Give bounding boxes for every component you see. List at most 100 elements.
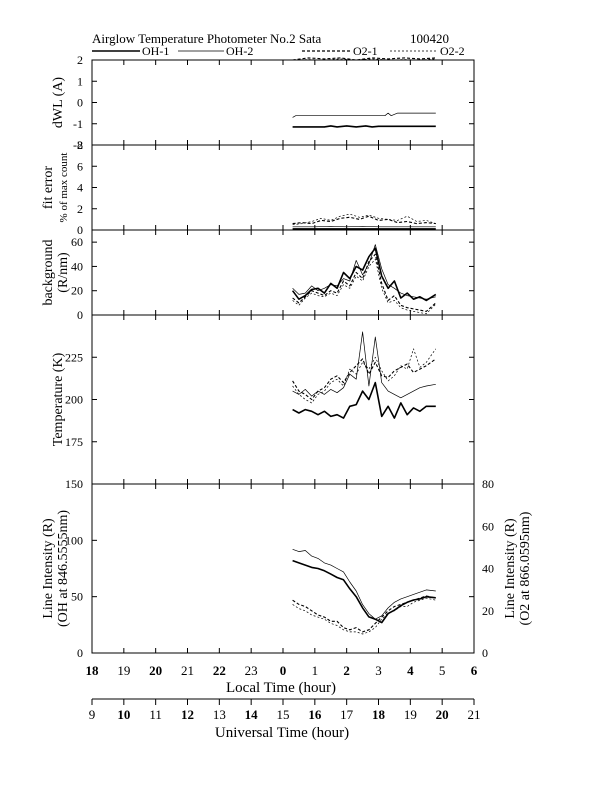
series-line-o2-1: [292, 595, 436, 633]
local-time-tick-label: 2: [343, 663, 350, 678]
series-line-o2-1: [292, 358, 437, 401]
y-axis-label: Temperature (K): [51, 352, 66, 446]
legend-label: OH-1: [142, 44, 169, 58]
y-tick-label: 1: [77, 74, 83, 88]
figure-header: Airglow Temperature Photometer No.2 Sata…: [92, 31, 449, 46]
panel-frame: [91, 314, 475, 485]
local-time-tick-label: 21: [181, 663, 194, 678]
local-time-tick-label: 0: [280, 663, 287, 678]
y-tick-label: -2: [73, 138, 83, 152]
y2-tick-label: 80: [482, 477, 494, 491]
universal-time-tick-label: 14: [245, 707, 259, 722]
y2-axis-label-line2: (O2 at 866.0595nm): [518, 511, 533, 625]
y-axis-label: fit error: [41, 166, 56, 209]
y2-tick-label: 20: [482, 604, 494, 618]
y2-axis-label: Line Intensity (R): [503, 518, 518, 619]
figure-date: 100420: [410, 31, 449, 46]
y-axis-label-line2: % of max count: [58, 153, 70, 223]
local-time-tick-label: 4: [407, 663, 414, 678]
universal-time-axis: Universal Time (hour) 9 10 11 12 13 14 15 16 17 1…: [89, 698, 481, 741]
legend-item-o22: O2-2: [390, 44, 465, 58]
universal-time-label: Universal Time (hour): [215, 725, 349, 741]
local-time-tick-label: 1: [312, 663, 319, 678]
y2-tick-label: 60: [482, 519, 494, 533]
y-tick-label: 0: [77, 223, 83, 237]
y-axis-label: background: [41, 239, 56, 305]
series-line-oh-2: [292, 225, 436, 228]
series-line-o2-1: [292, 57, 436, 61]
series-line-oh-1: [292, 381, 436, 419]
legend-item-o21: O2-1: [302, 44, 378, 58]
y-tick-label: 40: [71, 259, 83, 273]
y-tick-label: 0: [77, 646, 83, 660]
y-tick-label: 100: [65, 533, 83, 547]
y-tick-label: 60: [71, 235, 83, 249]
local-time-tick-label: 5: [439, 663, 446, 678]
series-line-o2-2: [292, 213, 436, 226]
series-line-o2-1: [292, 253, 437, 312]
y-tick-label: 6: [77, 159, 83, 173]
y-tick-label: 8: [77, 138, 83, 152]
series-line-oh-2: [292, 112, 436, 118]
series-line-o2-2: [292, 348, 437, 404]
universal-time-tick-label: 15: [277, 707, 290, 722]
legend-label: O2-1: [353, 44, 378, 58]
y-tick-label: -1: [73, 117, 83, 131]
y-axis-label-line2: (OH at 846.5555nm): [56, 510, 71, 627]
y-axis-label: Line Intensity (R): [41, 518, 56, 619]
panels: -2 -1 0 1 2 dWL (A) 0 2 4 6 8 fit error% of max cou…: [41, 53, 533, 660]
universal-time-tick-label: 12: [181, 707, 194, 722]
panel-frame: [91, 59, 475, 146]
local-time-tick-label: 6: [471, 663, 478, 678]
series-line-oh-1: [292, 125, 436, 128]
y-tick-label: 2: [77, 53, 83, 67]
universal-time-tick-label: 19: [404, 707, 417, 722]
local-time-tick-label: 20: [149, 663, 162, 678]
y-tick-label: 0: [77, 96, 83, 110]
y-tick-label: 200: [65, 393, 83, 407]
universal-time-tick-label: 11: [149, 707, 162, 722]
y-tick-label: 2: [77, 202, 83, 216]
series-line-oh-2: [292, 548, 436, 620]
legend-label: O2-2: [440, 44, 465, 58]
local-time-tick-label: 18: [86, 663, 100, 678]
panel-dwl: -2 -1 0 1 2 dWL (A): [51, 53, 475, 152]
universal-time-tick-label: 18: [372, 707, 386, 722]
y-tick-label: 0: [77, 308, 83, 322]
universal-time-tick-label: 21: [468, 707, 481, 722]
universal-time-tick-label: 17: [340, 707, 354, 722]
y-tick-label: 150: [65, 477, 83, 491]
series-line-oh-1: [292, 559, 436, 624]
panel-frame: [91, 229, 475, 316]
universal-time-tick-label: 20: [436, 707, 449, 722]
universal-time-tick-label: 9: [89, 707, 96, 722]
y-tick-label: 4: [77, 181, 83, 195]
figure-title: Airglow Temperature Photometer No.2 Sata: [92, 31, 322, 46]
legend: OH-1 OH-2 O2-1 O2-2: [92, 44, 465, 58]
y-axis-label-line2: (R/nm): [56, 252, 71, 293]
series-line-o2-1: [292, 215, 436, 225]
local-time-tick-label: 19: [117, 663, 130, 678]
universal-time-tick-label: 13: [213, 707, 226, 722]
series-line-oh-2: [292, 244, 436, 300]
y-axis-label: dWL (A): [51, 77, 66, 129]
universal-time-tick-label: 10: [117, 707, 130, 722]
y-tick-label: 225: [65, 350, 83, 364]
local-time-tick-label: 22: [213, 663, 226, 678]
y-tick-label: 20: [71, 284, 83, 298]
y-tick-label: 175: [65, 435, 83, 449]
y-tick-label: 50: [71, 590, 83, 604]
universal-time-tick-label: 16: [308, 707, 322, 722]
panel-fit: 0 2 4 6 8 fit error% of max count: [41, 138, 475, 237]
panel-frame: [91, 483, 475, 654]
y2-tick-label: 40: [482, 562, 494, 576]
legend-label: OH-2: [226, 44, 253, 58]
panel-frame: [91, 144, 475, 231]
series-line-oh-2: [292, 331, 436, 399]
series-line-oh-1: [291, 247, 437, 302]
series-line-o2-2: [292, 597, 436, 635]
y2-tick-label: 0: [482, 646, 488, 660]
